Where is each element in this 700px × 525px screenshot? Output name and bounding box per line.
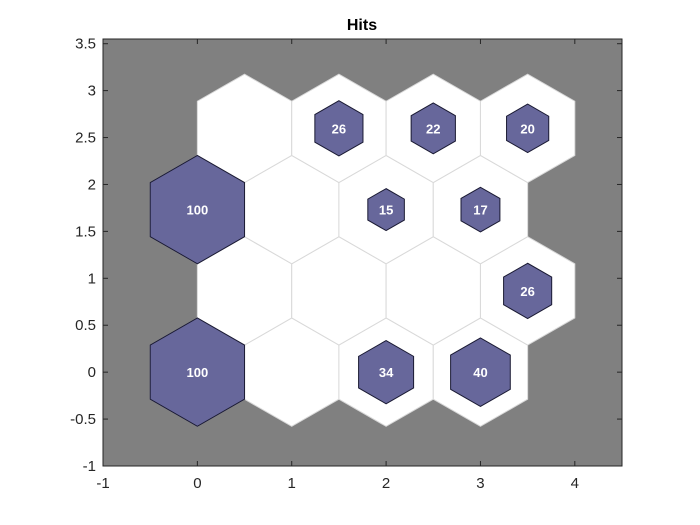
hit-hexagon [149,317,246,427]
y-tick-label: 2.5 [75,130,96,147]
hit-count-label: 20 [520,121,534,136]
hit-hexagon [149,154,246,265]
hit-hexagon [506,103,550,154]
y-tick-label: 1.5 [75,223,96,240]
hit-hexagon [410,102,456,155]
y-tick-label: 3.5 [75,36,96,53]
axes-frame [102,38,623,467]
hit-count-label: 100 [187,365,209,380]
plot-area: 100 34 40 26 100 15 17 26 22 20 [103,39,622,466]
hit-count-label: 26 [332,121,346,136]
hit-count-label: 40 [473,365,487,380]
x-tick-label: 3 [476,475,484,492]
hit-hexagon [314,100,364,157]
chart-title: Hits [347,17,377,34]
axes: -1 0 1 2 3 4-1-0.500.511.522.533.5 [70,36,623,492]
hit-count-label: 34 [379,365,394,380]
hit-count-label: 26 [520,284,534,299]
x-tick-label: 4 [571,475,579,492]
x-tick-label: 1 [288,475,296,492]
y-tick-label: 1 [88,270,96,287]
y-tick-label: 3 [88,83,96,100]
hit-hexagon [503,262,553,320]
y-tick-label: 2 [88,176,96,193]
x-tick-label: -1 [96,475,109,492]
y-tick-label: -1 [83,458,96,475]
hit-count-label: 15 [379,203,393,218]
hit-count-label: 22 [426,121,440,136]
y-tick-label: 0 [88,364,96,381]
y-tick-label: 0.5 [75,317,96,334]
hit-count-label: 17 [473,203,487,218]
hit-count-label: 100 [187,203,209,218]
hit-hexagon [460,186,501,233]
hit-hexagon [358,339,415,405]
hit-hexagon [367,188,405,232]
y-tick-label: -0.5 [70,411,96,428]
x-tick-label: 0 [193,475,201,492]
x-tick-label: 2 [382,475,390,492]
hit-hexagon [450,337,511,407]
